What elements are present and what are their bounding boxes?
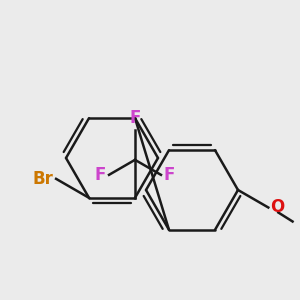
Text: O: O bbox=[270, 199, 285, 217]
Text: F: F bbox=[164, 166, 176, 184]
Text: F: F bbox=[94, 166, 106, 184]
Text: F: F bbox=[129, 109, 141, 127]
Text: Br: Br bbox=[32, 170, 53, 188]
